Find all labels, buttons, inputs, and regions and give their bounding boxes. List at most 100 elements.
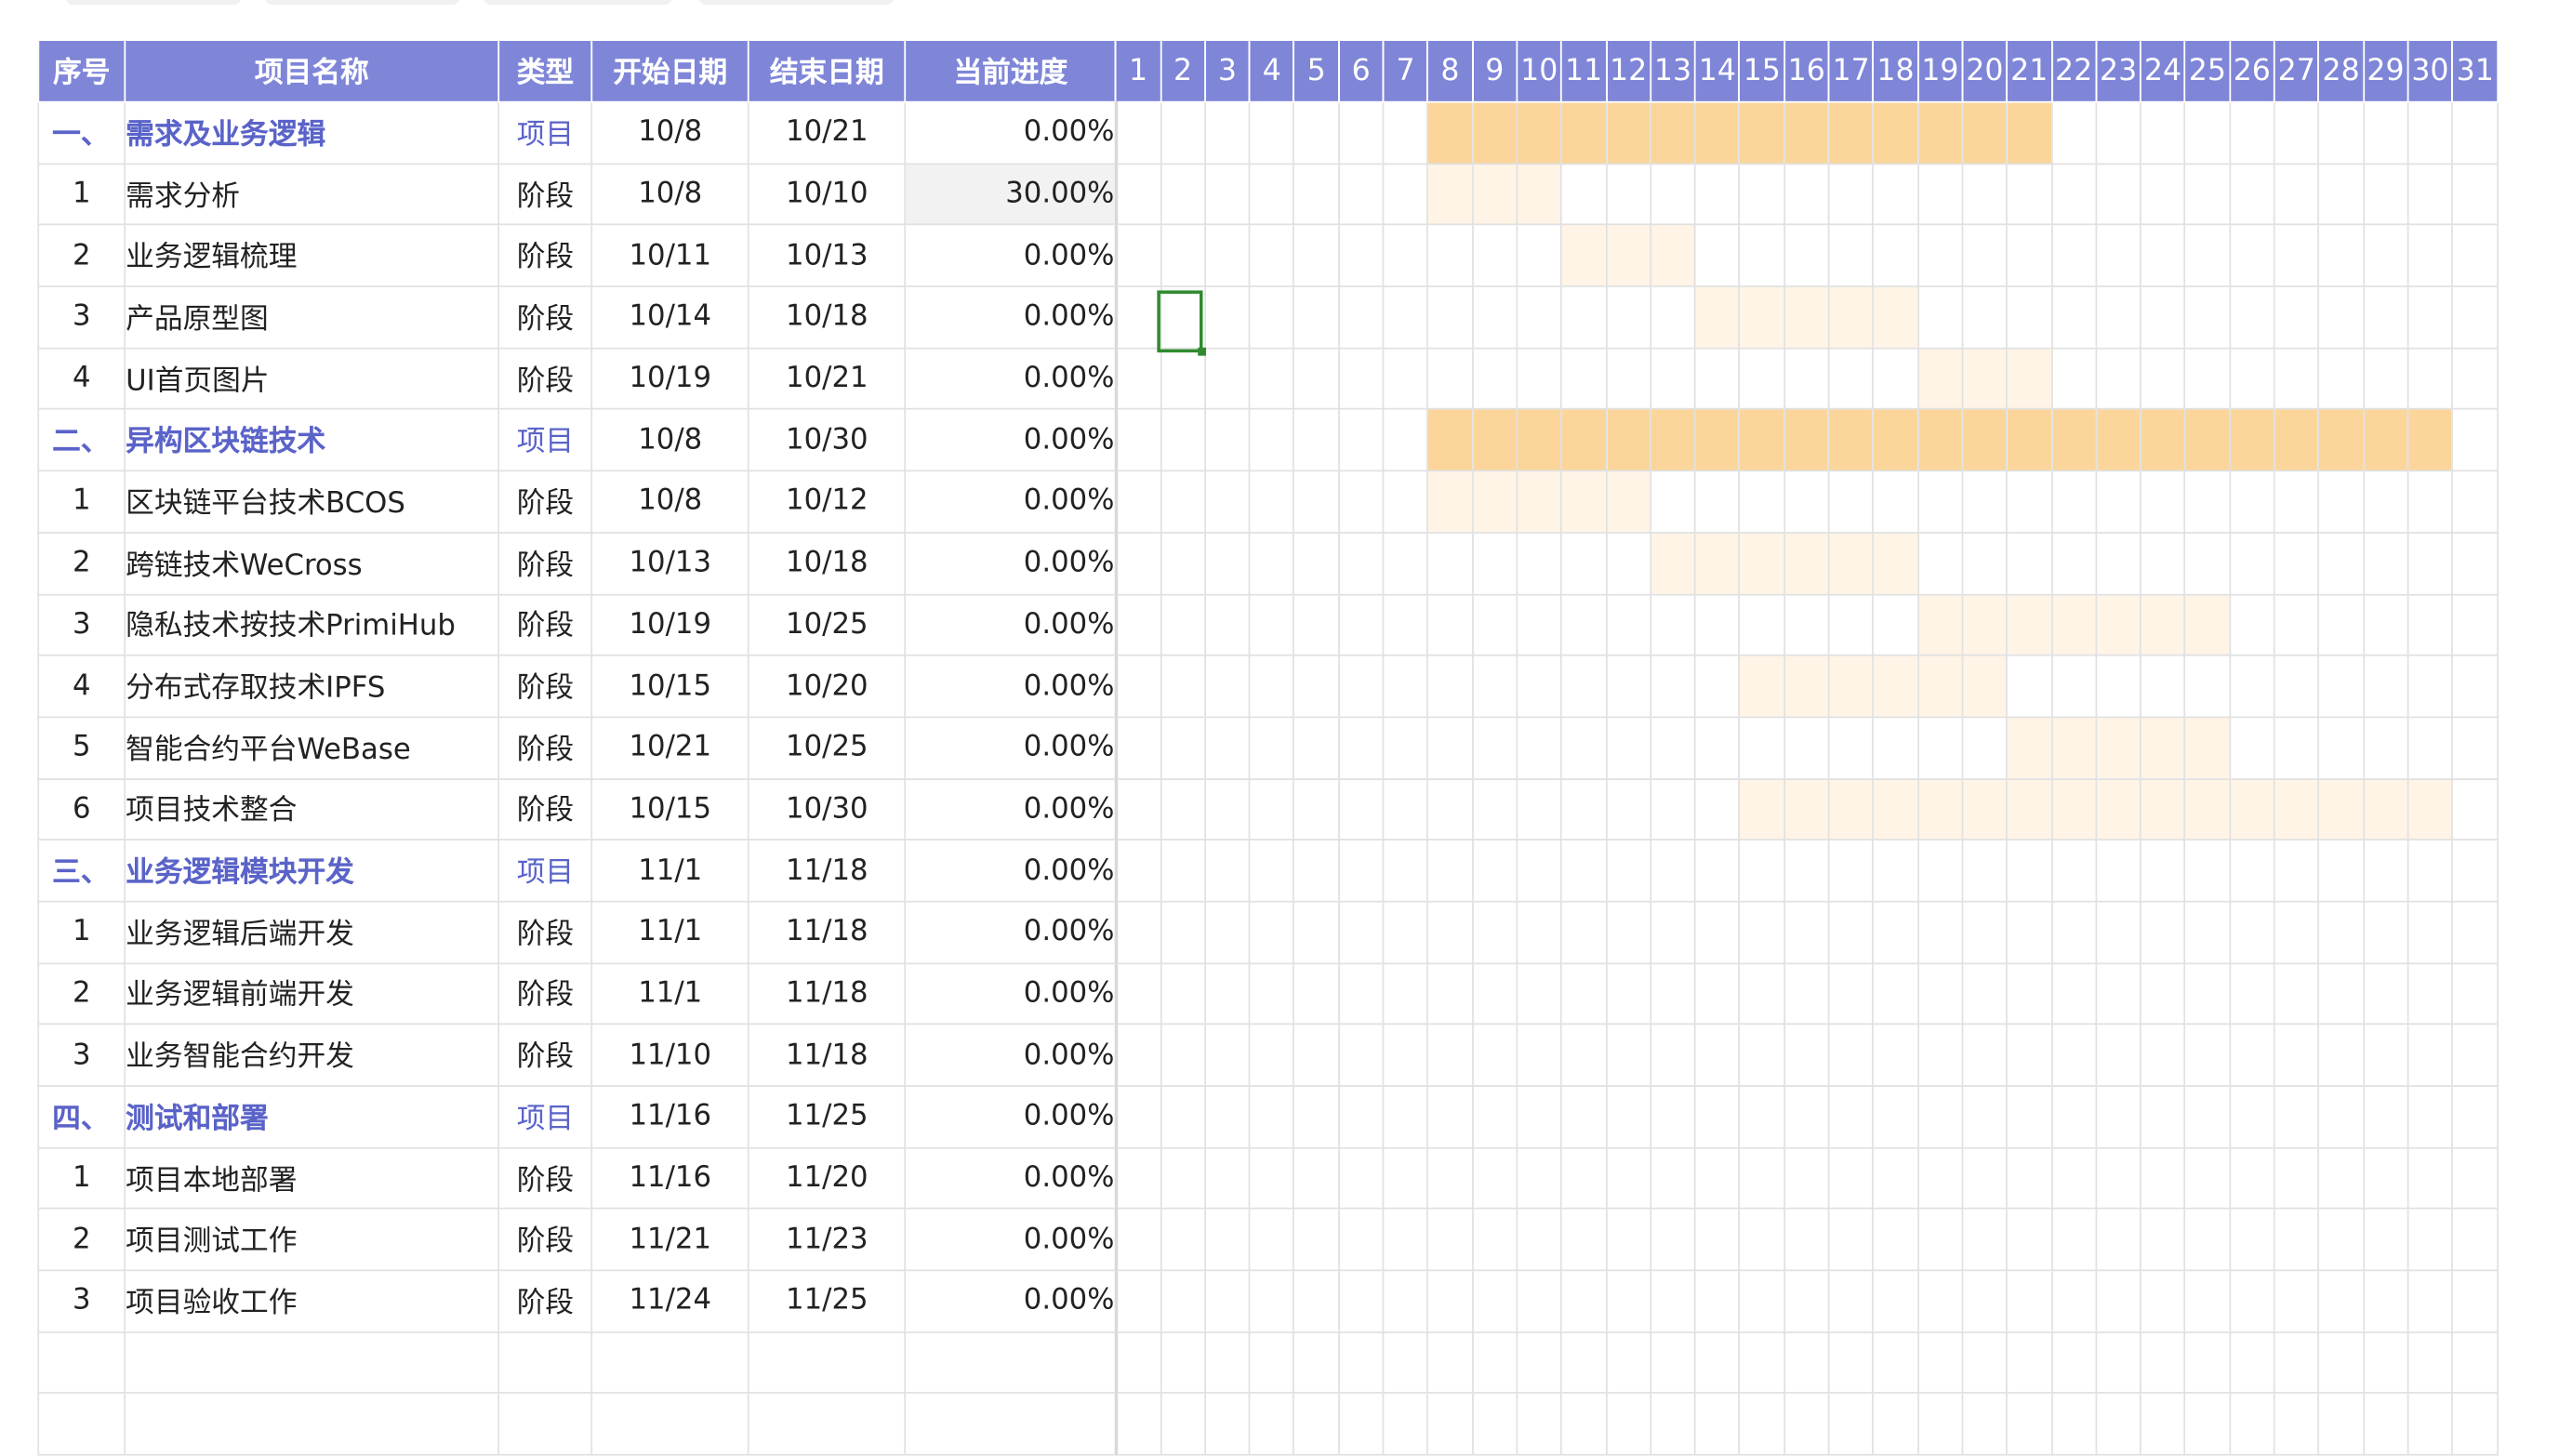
gantt-day-cell[interactable]	[1115, 285, 1161, 350]
cell-end-date[interactable]: 10/12	[748, 470, 907, 534]
gantt-day-cell[interactable]	[1248, 592, 1295, 656]
gantt-day-cell[interactable]	[1248, 224, 1295, 288]
gantt-day-cell[interactable]	[1872, 470, 1919, 534]
cell-progress[interactable]: 0.00%	[904, 655, 1118, 719]
gantt-bar-cell[interactable]	[2140, 777, 2186, 841]
cell-type[interactable]: 阶段	[497, 470, 593, 534]
gantt-day-cell[interactable]	[2451, 1269, 2499, 1333]
gantt-day-cell[interactable]	[1293, 285, 1340, 350]
gantt-day-cell[interactable]	[2184, 900, 2231, 964]
gantt-day-cell[interactable]	[1293, 1269, 1340, 1333]
cell-type[interactable]: 阶段	[497, 1146, 593, 1211]
gantt-day-cell[interactable]	[1516, 347, 1563, 411]
gantt-day-cell[interactable]	[1605, 655, 1651, 719]
gantt-bar-cell[interactable]	[1650, 224, 1696, 288]
gantt-day-cell[interactable]	[2006, 839, 2053, 903]
gantt-day-cell[interactable]	[1694, 655, 1741, 719]
gantt-day-cell[interactable]	[1248, 162, 1295, 226]
gantt-day-cell[interactable]	[1115, 100, 1161, 165]
gantt-day-cell[interactable]	[1337, 655, 1385, 719]
cell-start-date[interactable]: 10/8	[590, 408, 749, 472]
header-day-14[interactable]: 14	[1694, 39, 1741, 103]
gantt-day-cell[interactable]	[2273, 1024, 2320, 1087]
gantt-day-cell[interactable]	[1337, 100, 1385, 165]
cell-end-date[interactable]: 11/18	[748, 900, 907, 964]
gantt-day-cell[interactable]	[1605, 777, 1651, 841]
gantt-day-cell[interactable]	[1694, 347, 1741, 411]
gantt-day-cell[interactable]	[2362, 285, 2409, 350]
empty-cell[interactable]	[1248, 1330, 1295, 1395]
gantt-day-cell[interactable]	[2451, 961, 2499, 1026]
cell-start-date[interactable]: 10/8	[590, 100, 749, 165]
gantt-bar-cell[interactable]	[1471, 408, 1518, 472]
gantt-day-cell[interactable]	[1160, 777, 1206, 841]
gantt-bar-cell[interactable]	[1783, 285, 1830, 350]
gantt-day-cell[interactable]	[1560, 1024, 1608, 1087]
gantt-day-cell[interactable]	[2317, 1024, 2365, 1087]
empty-cell[interactable]	[1516, 1330, 1563, 1395]
gantt-day-cell[interactable]	[1204, 470, 1251, 534]
empty-cell[interactable]	[2362, 1330, 2409, 1395]
gantt-day-cell[interactable]	[2273, 1269, 2320, 1333]
cell-name[interactable]: 需求及业务逻辑	[124, 100, 500, 165]
gantt-day-cell[interactable]	[1827, 224, 1875, 288]
cell-type[interactable]: 阶段	[497, 1024, 593, 1087]
gantt-day-cell[interactable]	[2362, 347, 2409, 411]
gantt-day-cell[interactable]	[2273, 162, 2320, 226]
gantt-day-cell[interactable]	[1337, 1024, 1385, 1087]
header-start[interactable]: 开始日期	[590, 39, 749, 103]
cell-type[interactable]: 阶段	[497, 531, 593, 595]
gantt-day-cell[interactable]	[1426, 1208, 1474, 1272]
gantt-day-cell[interactable]	[2407, 100, 2454, 165]
header-day-11[interactable]: 11	[1560, 39, 1608, 103]
gantt-day-cell[interactable]	[1382, 408, 1429, 472]
empty-cell[interactable]	[37, 1330, 126, 1395]
cell-name[interactable]: 项目技术整合	[124, 777, 500, 841]
gantt-day-cell[interactable]	[1516, 224, 1563, 288]
gantt-day-cell[interactable]	[1560, 655, 1608, 719]
gantt-day-cell[interactable]	[1248, 961, 1295, 1026]
gantt-bar-cell[interactable]	[1605, 408, 1651, 472]
gantt-day-cell[interactable]	[2228, 592, 2275, 656]
gantt-day-cell[interactable]	[2273, 531, 2320, 595]
empty-cell[interactable]	[1160, 1330, 1206, 1395]
gantt-day-cell[interactable]	[2184, 1146, 2231, 1211]
gantt-day-cell[interactable]	[2050, 224, 2098, 288]
gantt-day-cell[interactable]	[1204, 1146, 1251, 1211]
cell-progress[interactable]: 0.00%	[904, 224, 1118, 288]
gantt-day-cell[interactable]	[1872, 1208, 1919, 1272]
gantt-day-cell[interactable]	[1160, 408, 1206, 472]
cell-end-date[interactable]: 10/25	[748, 716, 907, 780]
gantt-day-cell[interactable]	[2317, 347, 2365, 411]
gantt-day-cell[interactable]	[1382, 1085, 1429, 1149]
gantt-day-cell[interactable]	[1115, 531, 1161, 595]
empty-cell[interactable]	[1872, 1330, 1919, 1395]
gantt-bar-cell[interactable]	[2407, 408, 2454, 472]
gantt-day-cell[interactable]	[2228, 1085, 2275, 1149]
gantt-day-cell[interactable]	[1293, 655, 1340, 719]
gantt-day-cell[interactable]	[1650, 1085, 1696, 1149]
empty-cell[interactable]	[1248, 1392, 1295, 1456]
gantt-day-cell[interactable]	[2362, 531, 2409, 595]
empty-cell[interactable]	[124, 1330, 500, 1395]
gantt-day-cell[interactable]	[1160, 1269, 1206, 1333]
gantt-day-cell[interactable]	[1916, 839, 1964, 903]
gantt-day-cell[interactable]	[1115, 961, 1161, 1026]
header-day-5[interactable]: 5	[1293, 39, 1340, 103]
gantt-day-cell[interactable]	[1426, 1085, 1474, 1149]
gantt-day-cell[interactable]	[2184, 285, 2231, 350]
gantt-day-cell[interactable]	[2140, 531, 2186, 595]
cell-progress[interactable]: 0.00%	[904, 100, 1118, 165]
gantt-day-cell[interactable]	[1160, 716, 1206, 780]
gantt-bar-cell[interactable]	[1738, 655, 1785, 719]
header-day-22[interactable]: 22	[2050, 39, 2098, 103]
gantt-day-cell[interactable]	[1516, 592, 1563, 656]
gantt-day-cell[interactable]	[2273, 592, 2320, 656]
toolbar-tab-stub[interactable]	[65, 0, 242, 6]
gantt-day-cell[interactable]	[1961, 839, 2009, 903]
gantt-day-cell[interactable]	[2362, 224, 2409, 288]
gantt-day-cell[interactable]	[1872, 961, 1919, 1026]
header-day-18[interactable]: 18	[1872, 39, 1919, 103]
empty-cell[interactable]	[1382, 1392, 1429, 1456]
empty-cell[interactable]	[1694, 1392, 1741, 1456]
